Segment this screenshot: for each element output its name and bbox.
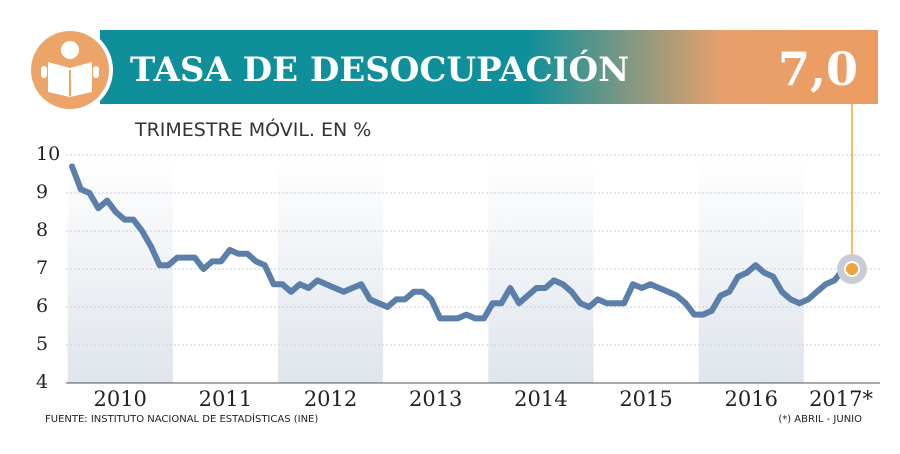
header-band bbox=[100, 30, 878, 104]
y-tick-label: 4 bbox=[36, 371, 48, 393]
x-tick-label: 2014 bbox=[514, 387, 567, 411]
y-tick-label: 5 bbox=[36, 333, 48, 355]
subtitle: TRIMESTRE MÓVIL. EN % bbox=[134, 117, 371, 141]
x-tick-label: 2017* bbox=[809, 387, 873, 411]
x-tick-label: 2012 bbox=[304, 387, 357, 411]
highlight-point bbox=[844, 261, 860, 277]
y-tick-label: 10 bbox=[36, 143, 60, 165]
y-tick-label: 6 bbox=[36, 295, 48, 317]
y-tick-label: 9 bbox=[36, 181, 48, 203]
x-tick-label: 2011 bbox=[199, 387, 252, 411]
y-tick-label: 7 bbox=[36, 257, 48, 279]
y-tick-label: 8 bbox=[36, 219, 48, 241]
x-tick-label: 2015 bbox=[619, 387, 672, 411]
source: FUENTE: INSTITUTO NACIONAL DE ESTADÍSTIC… bbox=[45, 412, 318, 425]
year-band bbox=[488, 155, 594, 383]
x-tick-label: 2016 bbox=[724, 387, 777, 411]
data-line bbox=[69, 163, 855, 322]
headline-value: 7,0 bbox=[778, 42, 858, 96]
title: TASA DE DESOCUPACIÓN bbox=[130, 49, 629, 90]
footnote: (*) ABRIL - JUNIO bbox=[778, 414, 862, 425]
x-tick-label: 2013 bbox=[409, 387, 462, 411]
x-tick-label: 2010 bbox=[93, 387, 146, 411]
